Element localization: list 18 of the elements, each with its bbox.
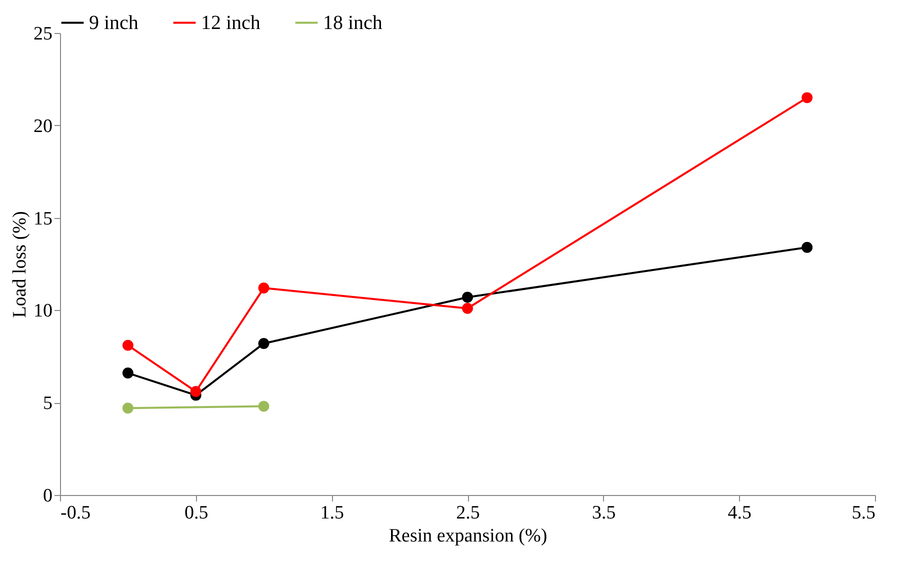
y-tick-label: 20 — [34, 116, 52, 137]
y-tick-label: 10 — [34, 300, 52, 322]
x-tick-label: 4.5 — [728, 502, 752, 524]
legend-label: 12 inch — [201, 12, 260, 34]
y-tick-label: 15 — [34, 208, 52, 230]
x-tick-label: 0.5 — [184, 502, 208, 524]
x-tick-label: 5.5 — [852, 502, 876, 524]
y-tick-label: 25 — [34, 24, 52, 44]
x-tick-label: 2.5 — [456, 502, 480, 524]
x-axis-title: Resin expansion (%) — [388, 526, 548, 546]
y-tick-label: 5 — [43, 393, 52, 414]
x-tick-label: 1.5 — [320, 502, 344, 524]
y-tick-label: 0 — [43, 486, 52, 506]
x-tick-label: -0.5 — [60, 502, 91, 524]
legend-label: 9 inch — [89, 12, 138, 34]
x-tick-label: 3.5 — [592, 502, 616, 524]
legend-label: 18 inch — [323, 12, 382, 34]
y-axis-title: Load loss (%) — [10, 211, 30, 318]
